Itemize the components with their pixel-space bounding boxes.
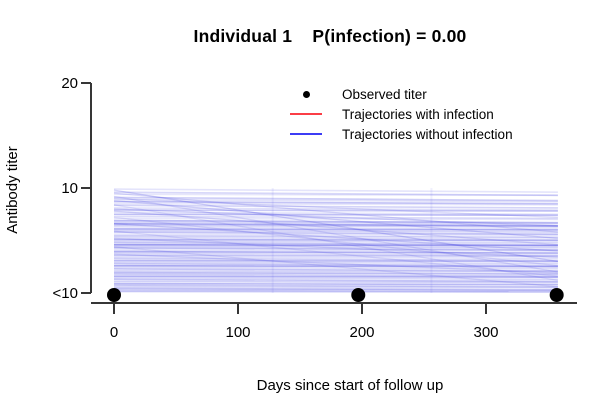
trajectory-line	[113, 188, 558, 193]
trajectory-line	[113, 273, 558, 278]
trajectory-line	[113, 210, 558, 246]
trajectory-line	[113, 196, 558, 202]
trajectory-line	[113, 213, 558, 217]
trajectory-line	[113, 254, 558, 258]
trajectory-line	[113, 215, 558, 220]
trajectory-line	[113, 259, 558, 263]
trajectory-line	[113, 249, 558, 252]
observed-titer-point	[107, 288, 121, 302]
trajectory-line	[113, 195, 559, 273]
legend: Observed titer Trajectories with infecti…	[290, 84, 513, 144]
trajectory-line	[113, 204, 558, 209]
x-tick-label-300: 300	[473, 324, 498, 341]
trajectory-line	[113, 197, 558, 219]
trajectory-line	[113, 231, 558, 235]
trajectory-line	[113, 271, 558, 275]
trajectory-line	[113, 211, 558, 216]
trajectory-line	[113, 224, 558, 228]
trajectory-line	[113, 199, 558, 240]
trajectory-line	[113, 228, 558, 231]
trajectory-line	[113, 216, 558, 267]
trajectory-line	[113, 209, 558, 212]
x-axis-label: Days since start of follow up	[256, 377, 444, 394]
trajectory-line	[113, 222, 558, 227]
legend-label: Trajectories without infection	[342, 126, 513, 142]
trajectory-line	[113, 229, 558, 233]
trajectory-line	[113, 208, 558, 227]
trajectory-line	[113, 198, 558, 203]
trajectory-line	[113, 233, 558, 237]
trajectory-line	[113, 261, 558, 265]
legend-label: Observed titer	[342, 86, 427, 102]
trajectory-line	[113, 287, 558, 291]
observed-titer-point	[351, 288, 366, 302]
y-tick-label-lt10: <10	[53, 285, 78, 302]
trajectory-line	[113, 241, 558, 246]
trajectory-line	[113, 247, 558, 251]
trajectories-group	[113, 188, 559, 293]
observed-titer-point-icon	[290, 90, 322, 98]
trajectory-line	[113, 243, 558, 247]
trajectory-line	[113, 289, 558, 292]
trajectory-line	[113, 275, 558, 279]
trajectory-line	[113, 192, 558, 233]
legend-item-with-infection: Trajectories with infection	[290, 104, 513, 124]
trajectory-line	[113, 276, 558, 281]
trajectory-line	[113, 278, 558, 283]
trajectory-line	[113, 266, 558, 270]
trajectory-line	[113, 217, 558, 221]
red-line-icon	[290, 113, 322, 115]
trajectory-line	[113, 221, 558, 225]
trajectory-line	[113, 262, 558, 267]
trajectory-line	[113, 282, 558, 286]
observed-points-group	[107, 288, 564, 302]
trajectory-line	[113, 234, 558, 239]
trajectory-line	[113, 290, 558, 293]
trajectory-line	[113, 191, 558, 197]
trajectory-line	[113, 219, 558, 224]
trajectory-line	[113, 240, 558, 244]
trajectory-line	[113, 257, 558, 262]
trajectory-line	[113, 253, 558, 274]
legend-label: Trajectories with infection	[342, 106, 494, 122]
trajectory-line	[113, 189, 559, 263]
trajectory-line	[113, 202, 558, 206]
trajectory-line	[113, 285, 558, 289]
trajectory-line	[113, 193, 558, 197]
trajectory-line	[113, 230, 558, 277]
trajectory-line	[113, 223, 558, 252]
trajectory-line	[113, 226, 558, 230]
trajectory-line	[113, 236, 558, 241]
trajectory-line	[113, 270, 558, 273]
y-tick-label-10: 10	[61, 180, 78, 197]
axes	[81, 82, 577, 314]
trajectory-line	[113, 255, 558, 260]
x-tick-label-100: 100	[225, 324, 250, 341]
observed-titer-point	[549, 288, 564, 302]
trajectory-line	[113, 207, 558, 211]
trajectory-line	[113, 280, 558, 284]
trajectory-line	[113, 252, 558, 256]
x-tick-label-0: 0	[110, 324, 118, 341]
trajectory-line	[113, 204, 559, 282]
blue-line-icon	[290, 133, 322, 135]
trajectory-line	[113, 284, 558, 288]
trajectory-line	[113, 264, 558, 268]
chart-title: Individual 1 P(infection) = 0.00	[193, 26, 467, 46]
legend-item-observed-titer: Observed titer	[290, 84, 513, 104]
trajectory-line	[113, 250, 558, 254]
trajectory-line	[113, 238, 558, 242]
trajectory-line	[113, 237, 558, 258]
trajectory-line	[113, 200, 558, 205]
trajectory-line	[113, 268, 558, 272]
y-tick-label-20: 20	[61, 75, 78, 92]
x-tick-label-200: 200	[349, 324, 374, 341]
trajectory-line	[113, 246, 558, 288]
trajectory-line	[113, 245, 558, 249]
legend-item-without-infection: Trajectories without infection	[290, 124, 513, 144]
